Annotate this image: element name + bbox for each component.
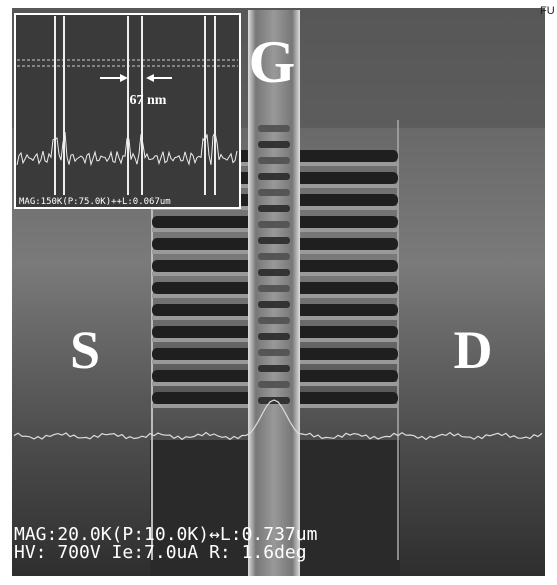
gate-bar [258,125,290,132]
gate-bar [258,141,290,148]
footer-line: MAG:20.0K(P:10.0K)↔L:0.737um [14,524,317,545]
gate-bar [258,285,290,292]
gate-bar [258,381,290,388]
corner-text: FU [540,5,555,17]
gate-bar [258,333,290,340]
gate-bar [258,173,290,180]
dimension-label: 67 nm [130,93,167,108]
gate-bar [258,269,290,276]
source-label: S [70,320,100,380]
arrowhead [146,74,154,82]
gate-bar [258,349,290,356]
gate-bar [258,189,290,196]
inset: 67 nm MAG:150K(P:75.0K)++L:0.067um [14,13,241,209]
gate-bar [258,253,290,260]
gate-bar [258,157,290,164]
gate-bar [258,221,290,228]
inset-lines [54,16,216,195]
gate-bar [258,317,290,324]
gate-bar [258,205,290,212]
gate-bar [258,301,290,308]
arrowhead [120,74,128,82]
footer-line: HV: 700V Ie:7.0uA R: 1.6deg [14,542,307,563]
inset-trace [16,130,238,167]
gate-bar [258,365,290,372]
gate-pattern [258,125,290,404]
gate-strip [248,10,300,576]
gate-bar [258,237,290,244]
gate-label: G [249,29,296,95]
signal-trace [13,399,543,441]
drain-label: D [454,320,493,380]
inset-info: MAG:150K(P:75.0K)++L:0.067um [19,197,171,207]
